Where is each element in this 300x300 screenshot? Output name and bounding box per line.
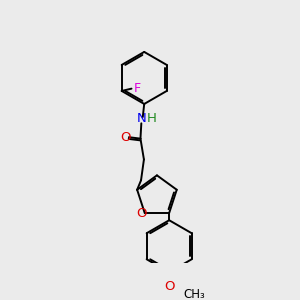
Text: O: O: [164, 280, 174, 292]
Text: H: H: [147, 112, 157, 125]
Text: F: F: [134, 82, 141, 95]
Text: CH₃: CH₃: [184, 288, 206, 300]
Text: O: O: [120, 131, 131, 144]
Text: O: O: [136, 207, 146, 220]
Text: N: N: [136, 112, 146, 125]
